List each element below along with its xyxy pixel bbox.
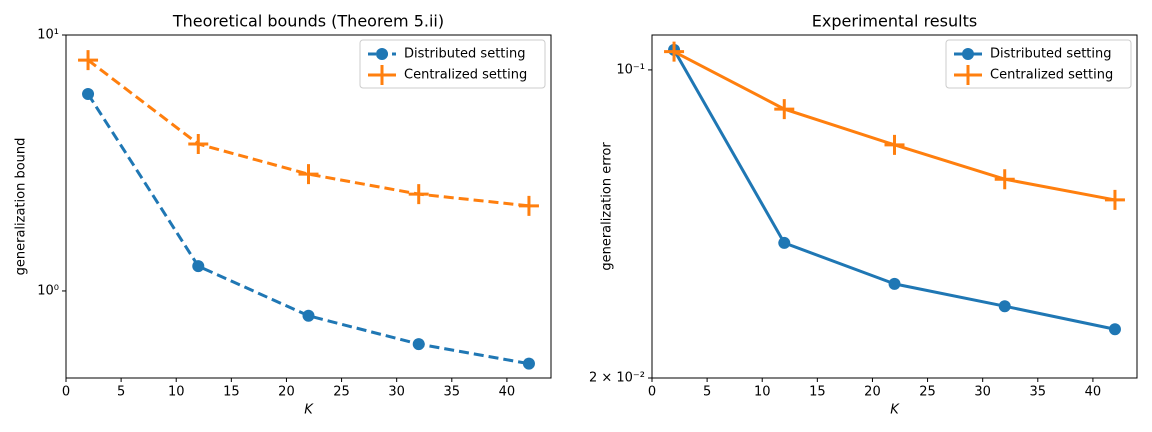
y-tick-label: 10⁰ xyxy=(37,283,59,298)
marker xyxy=(522,357,535,370)
chart-title: Experimental results xyxy=(812,12,977,31)
marker xyxy=(1108,323,1121,336)
x-tick-label: 25 xyxy=(919,385,936,400)
x-axis-label: K xyxy=(304,403,314,418)
marker xyxy=(78,50,99,71)
x-tick-label: 30 xyxy=(974,385,991,400)
x-tick-label: 20 xyxy=(278,385,295,400)
marker xyxy=(994,169,1015,190)
plot-area xyxy=(65,34,552,379)
x-tick-label: 5 xyxy=(117,385,125,400)
x-tick-label: 25 xyxy=(333,385,350,400)
x-tick-label: 5 xyxy=(703,385,711,400)
y-tick-label: 2 × 10⁻² xyxy=(589,371,645,386)
x-tick-label: 40 xyxy=(1085,385,1102,400)
legend-label: Centralized setting xyxy=(990,68,1113,83)
legend-label: Distributed setting xyxy=(990,47,1112,62)
marker xyxy=(998,300,1011,313)
legend-marker xyxy=(372,65,392,85)
x-tick-label: 10 xyxy=(168,385,185,400)
marker xyxy=(298,164,319,185)
x-tick-label: 0 xyxy=(648,385,656,400)
marker xyxy=(778,236,791,249)
x-tick-label: 0 xyxy=(62,385,70,400)
x-tick-label: 15 xyxy=(809,385,826,400)
legend-label: Centralized setting xyxy=(404,68,527,83)
x-tick-label: 40 xyxy=(499,385,516,400)
marker xyxy=(408,184,429,205)
legend-marker xyxy=(962,48,974,60)
marker xyxy=(188,134,209,155)
legend-label: Distributed setting xyxy=(404,47,526,62)
series-line xyxy=(86,93,530,366)
x-axis-label: K xyxy=(890,403,900,418)
legend-box xyxy=(359,39,546,89)
y-tick-label: 10⁻¹ xyxy=(616,62,645,77)
x-tick-label: 30 xyxy=(388,385,405,400)
marker xyxy=(888,277,901,290)
legend-marker xyxy=(376,48,388,60)
marker xyxy=(518,195,539,216)
x-tick-label: 35 xyxy=(1030,385,1047,400)
marker xyxy=(1104,189,1125,210)
x-tick-label: 35 xyxy=(444,385,461,400)
marker xyxy=(82,88,95,101)
x-tick-label: 10 xyxy=(754,385,771,400)
legend-box xyxy=(945,39,1132,89)
legend-marker xyxy=(958,65,978,85)
marker xyxy=(774,99,795,120)
x-tick-label: 15 xyxy=(223,385,240,400)
series-line xyxy=(87,58,530,208)
chart-title: Theoretical bounds (Theorem 5.ii) xyxy=(172,12,444,31)
y-axis-label: generalization bound xyxy=(14,138,29,276)
marker xyxy=(664,41,685,62)
x-tick-label: 20 xyxy=(864,385,881,400)
marker xyxy=(884,134,905,155)
marker xyxy=(192,260,205,273)
marker xyxy=(412,338,425,351)
plot-area xyxy=(651,34,1138,379)
y-tick-label: 10¹ xyxy=(37,28,59,43)
y-axis-label: generalization error xyxy=(600,142,615,271)
marker xyxy=(302,309,315,322)
